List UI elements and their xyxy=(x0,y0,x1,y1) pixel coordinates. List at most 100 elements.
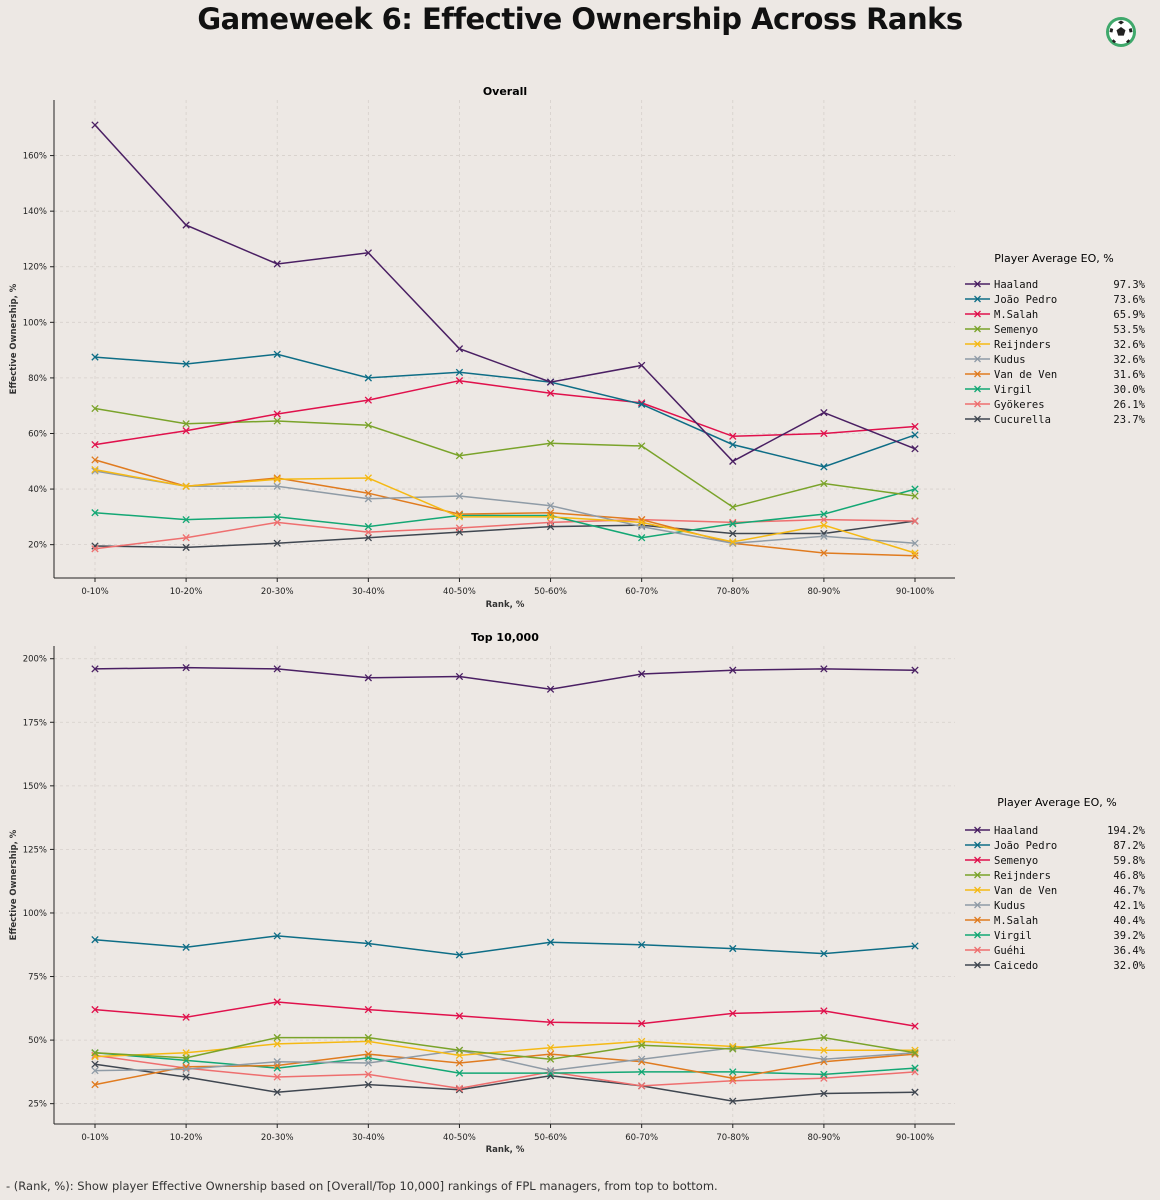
data-point-marker xyxy=(820,1089,828,1098)
data-point-marker xyxy=(364,489,372,497)
x-tick-label: 60-70% xyxy=(625,1133,658,1143)
data-point-marker xyxy=(820,532,828,540)
legend-name: Guéhi xyxy=(994,945,1026,957)
data-point-marker xyxy=(91,1060,99,1068)
y-tick-label: 60% xyxy=(28,429,47,439)
data-point-marker xyxy=(455,1069,464,1077)
data-point-marker xyxy=(820,1007,828,1015)
x-tick-label: 20-30% xyxy=(261,587,294,597)
data-point-marker xyxy=(455,1084,464,1093)
data-point-marker xyxy=(911,539,919,547)
data-point-marker xyxy=(273,539,281,547)
legend-name: Haaland xyxy=(994,279,1038,291)
data-point-marker xyxy=(182,543,190,552)
legend-name: Haaland xyxy=(994,825,1038,837)
legend-marker xyxy=(974,826,981,834)
x-tick-label: 60-70% xyxy=(625,587,658,597)
legend-item: Van de Ven 31.6% xyxy=(965,369,1146,381)
series-line xyxy=(94,1063,916,1102)
x-tick-label: 30-40% xyxy=(352,587,385,597)
legend-marker xyxy=(974,400,981,408)
y-tick-label: 40% xyxy=(28,485,47,495)
series-haaland xyxy=(91,663,919,693)
data-point-marker xyxy=(546,502,555,510)
data-point-marker xyxy=(364,495,372,503)
data-point-marker xyxy=(820,949,828,958)
data-point-marker xyxy=(638,670,646,678)
data-point-marker xyxy=(91,353,99,361)
data-point-marker xyxy=(273,1058,281,1066)
data-point-marker xyxy=(273,932,281,940)
legend-marker xyxy=(974,871,981,879)
data-point-marker xyxy=(273,482,281,490)
y-tick-label: 200% xyxy=(23,655,47,665)
data-point-marker xyxy=(364,528,372,536)
legend-average: 194.2% xyxy=(1107,825,1146,837)
x-tick-label: 70-80% xyxy=(716,587,749,597)
data-point-marker xyxy=(546,389,555,397)
series-reijnders xyxy=(91,1033,919,1063)
data-point-marker xyxy=(182,515,190,524)
legend-marker xyxy=(974,856,981,864)
series-line xyxy=(94,1036,916,1060)
legend-name: João Pedro xyxy=(994,840,1057,852)
data-point-marker xyxy=(638,361,646,370)
data-point-marker xyxy=(638,518,646,527)
legend-name: Reijnders xyxy=(994,870,1051,882)
x-tick-label: 40-50% xyxy=(443,1133,476,1143)
data-point-marker xyxy=(820,521,828,529)
data-point-marker xyxy=(911,942,919,950)
data-point-marker xyxy=(911,552,919,560)
data-point-marker xyxy=(455,951,464,959)
legend-name: Virgil xyxy=(994,384,1032,396)
data-point-marker xyxy=(820,408,828,417)
data-point-marker xyxy=(273,513,281,521)
data-point-marker xyxy=(729,1074,737,1082)
data-point-marker xyxy=(911,422,919,431)
series-line xyxy=(94,1052,916,1076)
data-point-marker xyxy=(729,944,737,953)
data-point-marker xyxy=(91,936,99,944)
data-point-marker xyxy=(364,939,372,948)
data-point-marker xyxy=(729,440,737,449)
legend-marker xyxy=(974,280,981,288)
x-tick-label: 80-90% xyxy=(807,1133,840,1143)
x-axis-label: Rank, % xyxy=(486,600,525,610)
data-point-marker xyxy=(182,482,190,490)
data-point-marker xyxy=(273,475,281,484)
data-point-marker xyxy=(182,427,190,435)
x-tick-label: 40-50% xyxy=(443,587,476,597)
legend-average: 23.7% xyxy=(1113,414,1145,426)
data-point-marker xyxy=(273,350,281,358)
data-point-marker xyxy=(546,1055,555,1063)
data-point-marker xyxy=(182,943,190,951)
data-point-marker xyxy=(91,1066,99,1075)
data-point-marker xyxy=(546,518,555,527)
series-line xyxy=(94,518,916,550)
legend-name: Caicedo xyxy=(994,960,1038,972)
series-kudus xyxy=(91,467,919,547)
x-tick-label: 10-20% xyxy=(170,587,203,597)
series-line xyxy=(94,1054,916,1090)
series-line xyxy=(94,379,916,446)
data-point-marker xyxy=(911,666,919,674)
soccer-ball-icon xyxy=(1106,17,1136,47)
data-point-marker xyxy=(455,368,464,377)
legend-item: João Pedro 87.2% xyxy=(965,840,1146,852)
y-tick-label: 175% xyxy=(23,718,47,728)
legend-item: Caicedo 32.0% xyxy=(965,960,1146,972)
legend-marker xyxy=(974,355,981,363)
footnote: - (Rank, %): Show player Effective Owner… xyxy=(6,1179,718,1193)
data-point-marker xyxy=(546,938,555,946)
data-point-marker xyxy=(91,456,99,464)
data-point-marker xyxy=(455,672,464,681)
y-tick-label: 20% xyxy=(28,541,47,551)
page-title: Gameweek 6: Effective Ownership Across R… xyxy=(197,2,963,36)
chart-title: Overall xyxy=(483,85,527,98)
data-point-marker xyxy=(455,452,464,460)
legend-name: M.Salah xyxy=(994,915,1038,927)
series-jo-o-pedro xyxy=(91,350,919,471)
y-axis-label: Effective Ownership, % xyxy=(9,283,19,394)
data-point-marker xyxy=(820,1055,828,1063)
data-point-marker xyxy=(729,520,737,528)
